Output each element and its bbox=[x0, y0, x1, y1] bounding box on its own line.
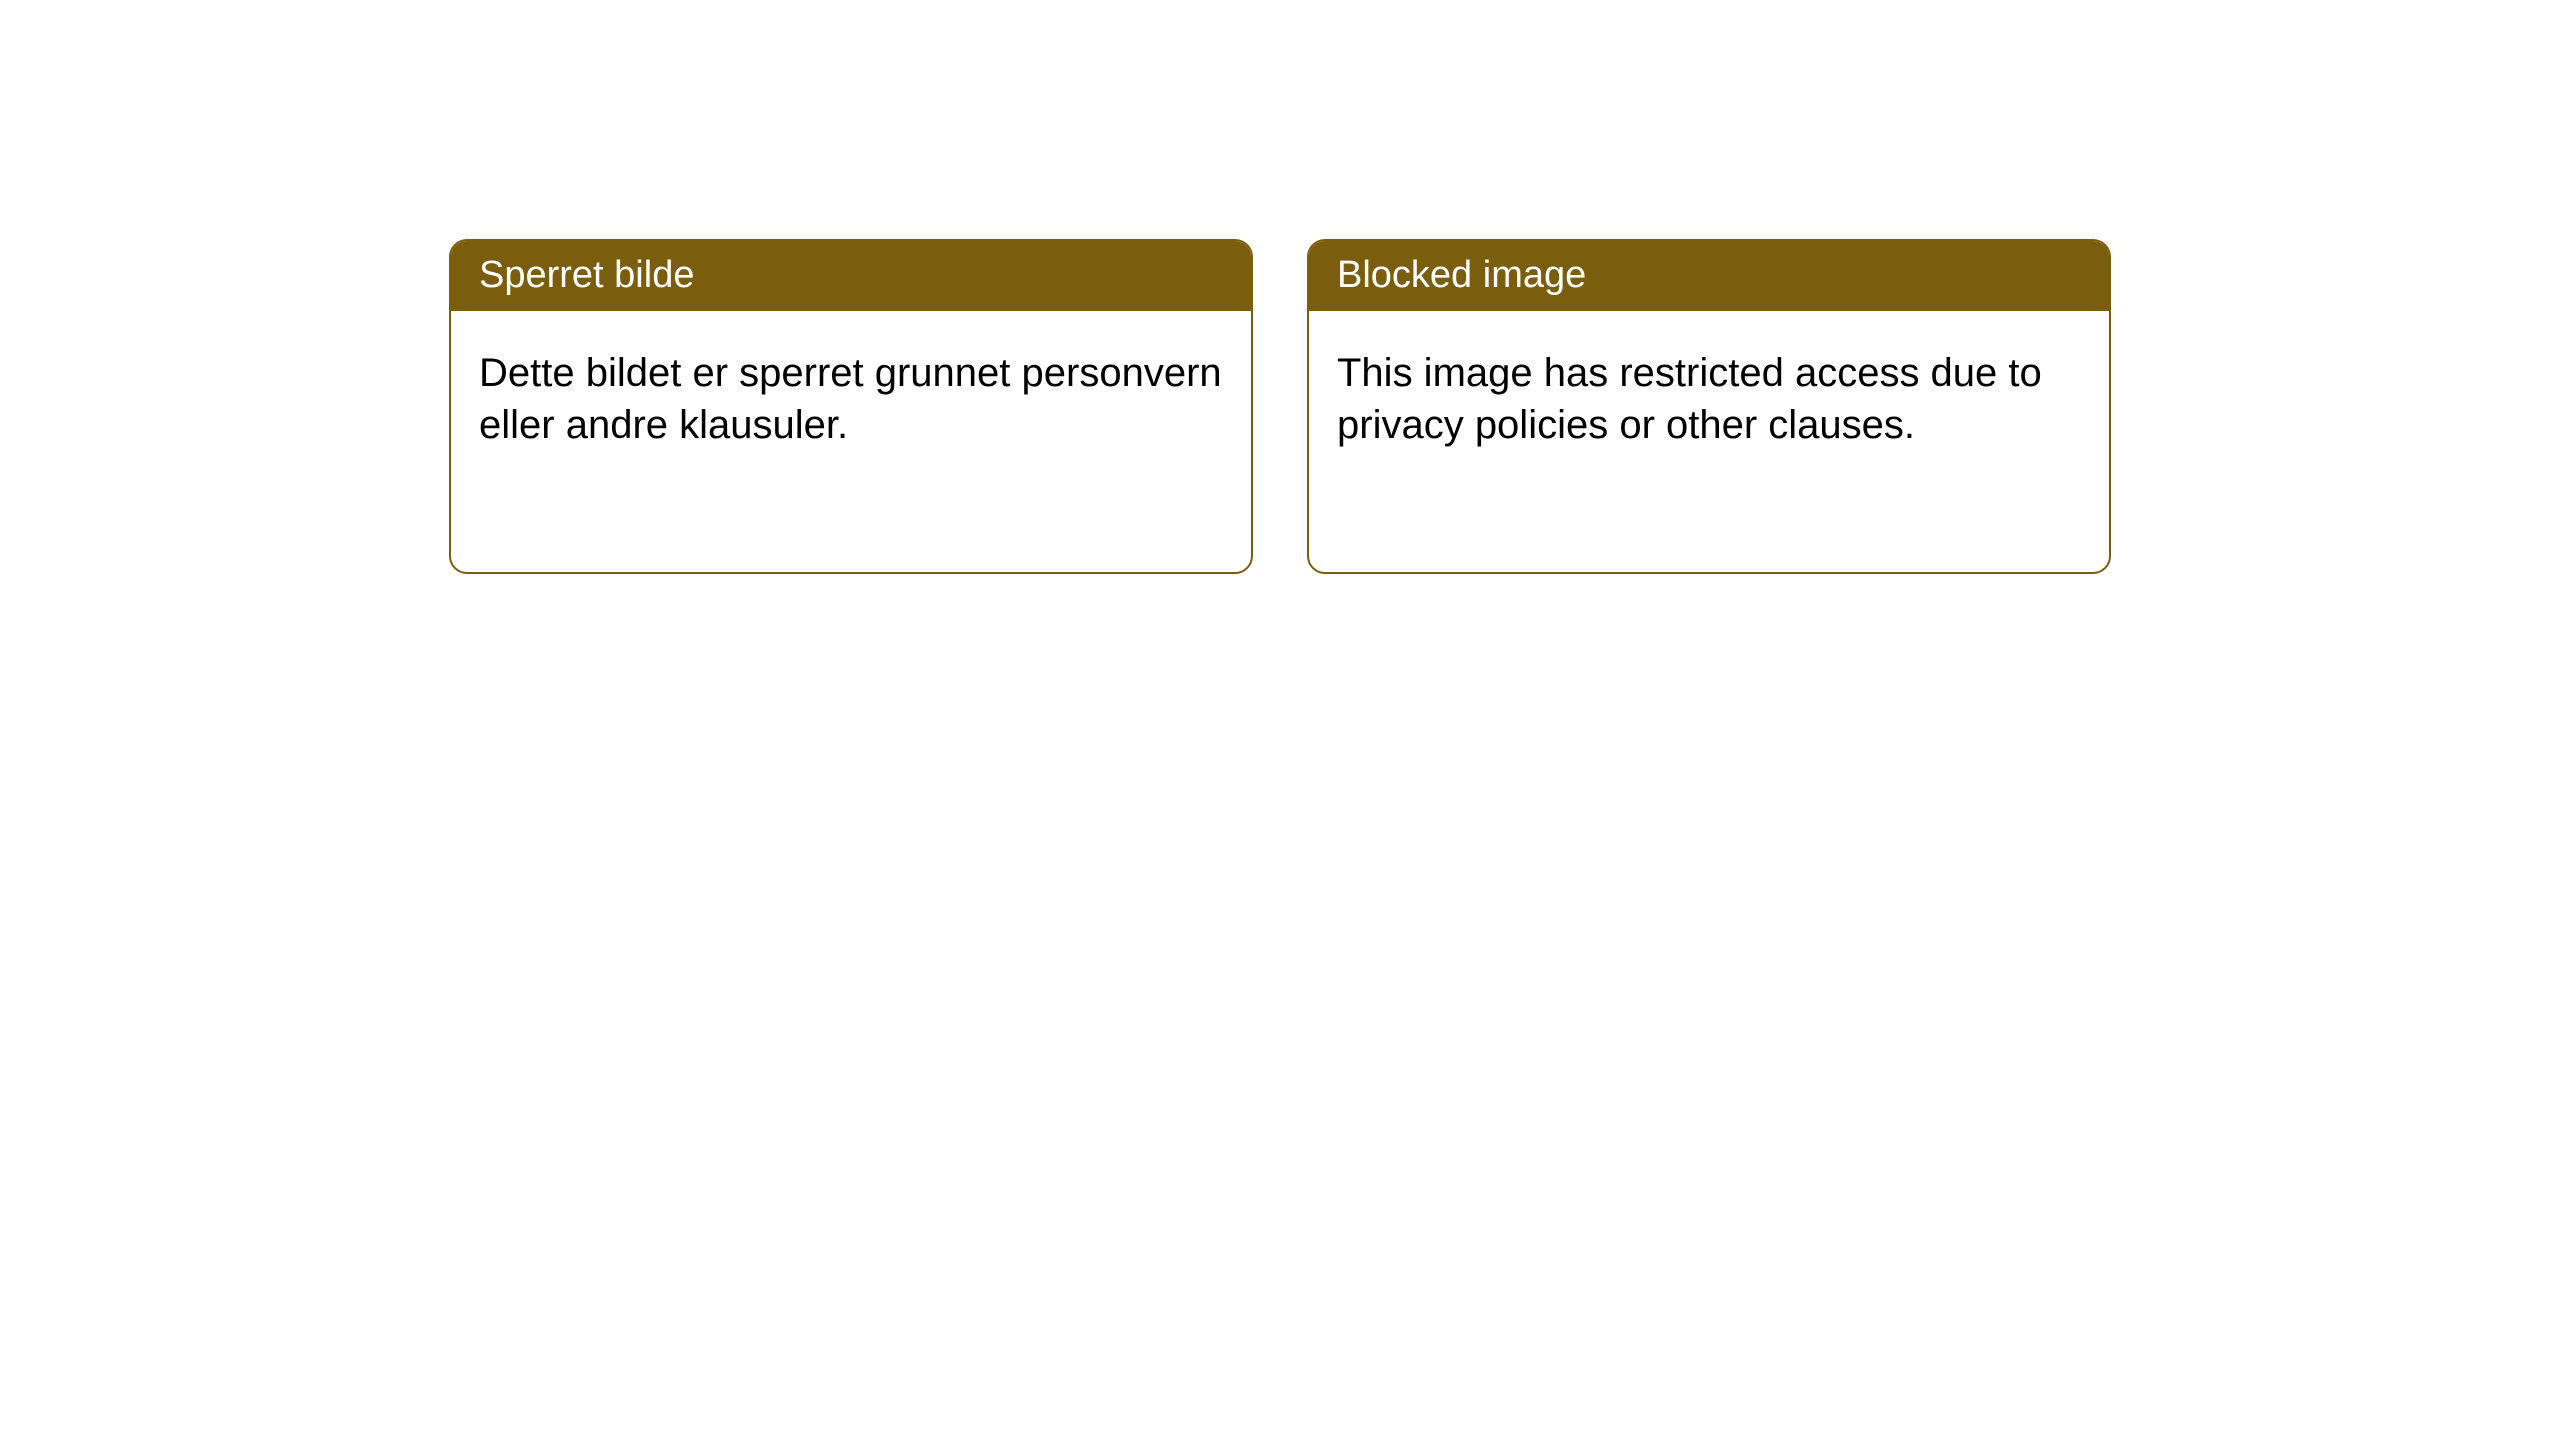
notice-box-english: Blocked image This image has restricted … bbox=[1307, 239, 2111, 574]
notice-header: Blocked image bbox=[1309, 241, 2109, 311]
notice-body: This image has restricted access due to … bbox=[1309, 311, 2109, 487]
notice-title: Blocked image bbox=[1337, 254, 1586, 296]
notice-body: Dette bildet er sperret grunnet personve… bbox=[451, 311, 1251, 487]
notice-header: Sperret bilde bbox=[451, 241, 1251, 311]
notice-container: Sperret bilde Dette bildet er sperret gr… bbox=[449, 239, 2560, 574]
notice-box-norwegian: Sperret bilde Dette bildet er sperret gr… bbox=[449, 239, 1253, 574]
notice-body-text: Dette bildet er sperret grunnet personve… bbox=[479, 351, 1222, 447]
notice-title: Sperret bilde bbox=[479, 254, 694, 296]
notice-body-text: This image has restricted access due to … bbox=[1337, 351, 2042, 447]
